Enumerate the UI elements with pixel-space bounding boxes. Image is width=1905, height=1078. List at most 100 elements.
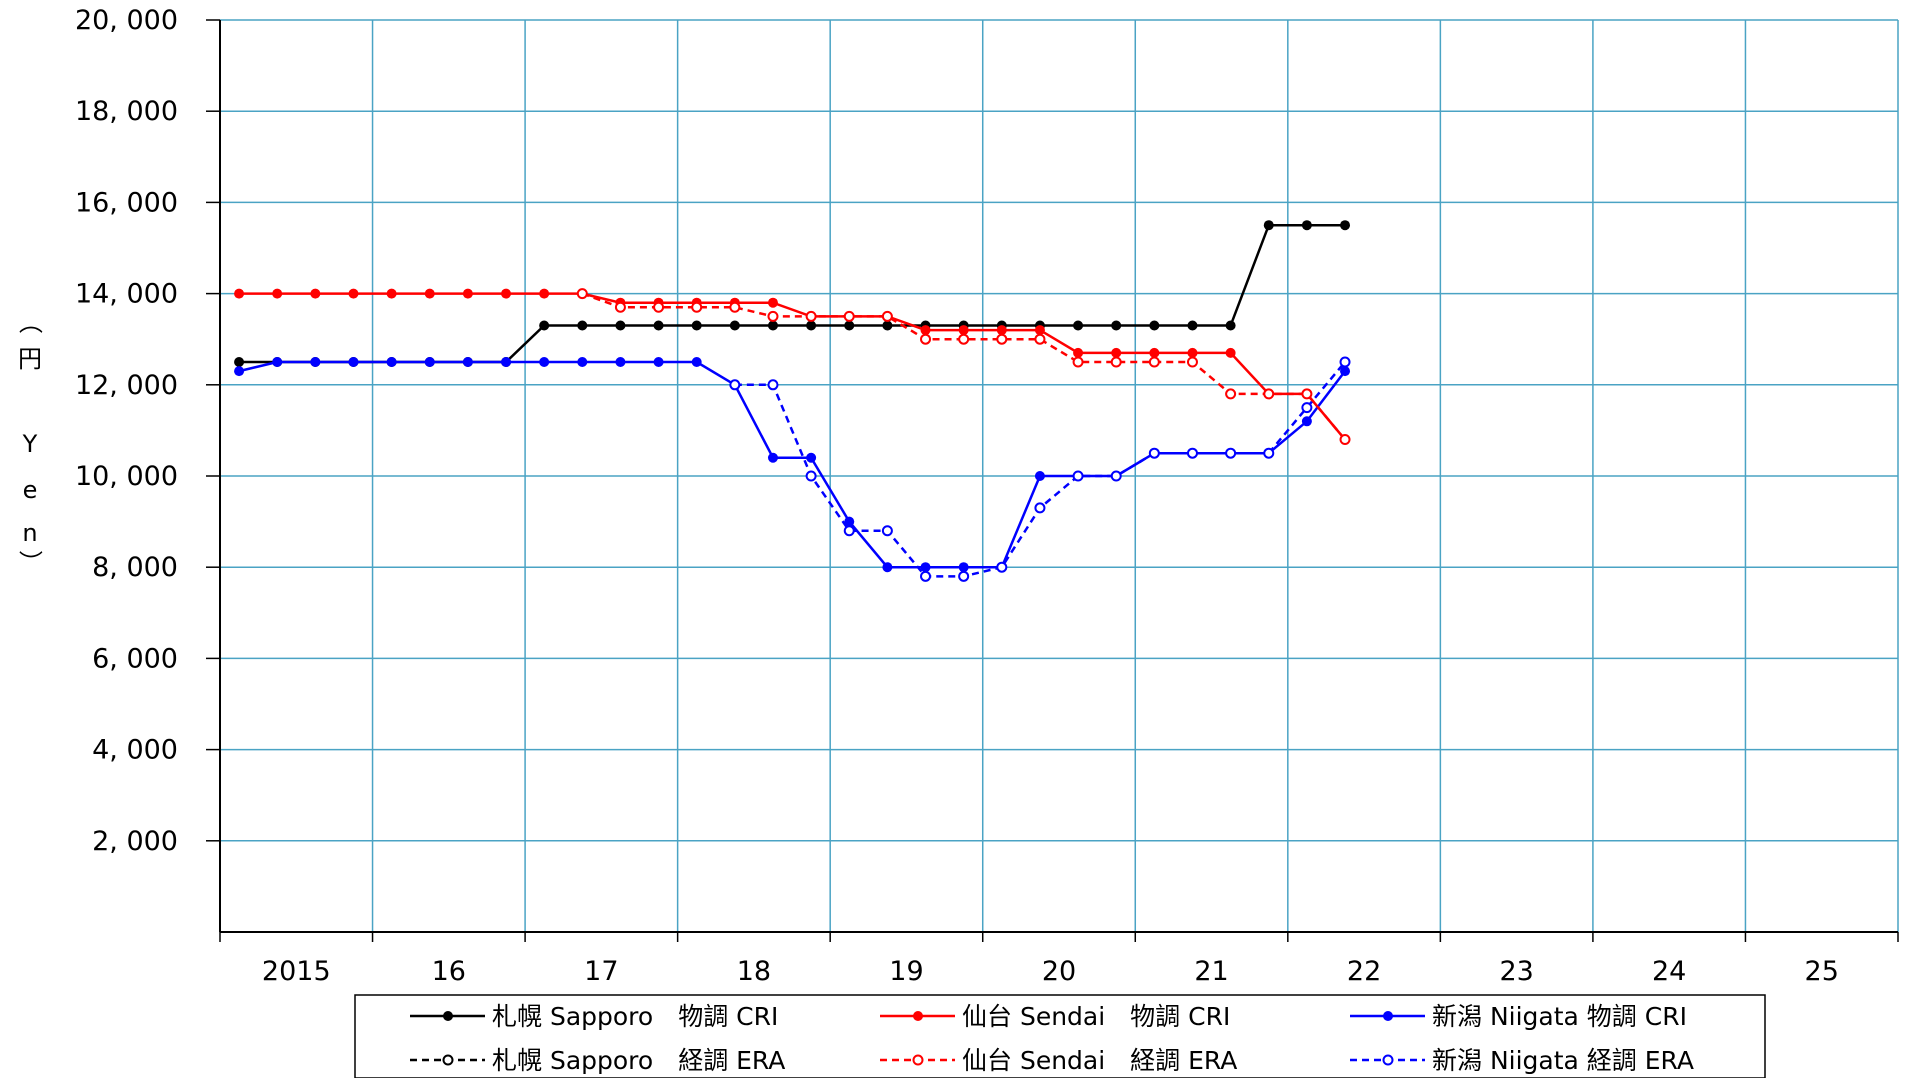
data-point bbox=[958, 325, 969, 336]
series-line bbox=[238, 360, 1347, 569]
data-point bbox=[1110, 470, 1122, 482]
data-point bbox=[729, 379, 741, 391]
data-point bbox=[691, 301, 703, 313]
data-point bbox=[653, 320, 664, 331]
data-point bbox=[767, 452, 778, 463]
data-point bbox=[348, 357, 359, 367]
data-point bbox=[920, 325, 931, 336]
legend-swatch-marker bbox=[443, 1011, 453, 1021]
data-point bbox=[1111, 347, 1122, 358]
data-point bbox=[1034, 333, 1046, 345]
legend-label: 仙台 Sendai 物調 CRI bbox=[962, 1002, 1230, 1031]
data-point bbox=[844, 320, 855, 331]
data-point bbox=[615, 320, 626, 331]
x-tick-label: 16 bbox=[432, 956, 466, 987]
data-point bbox=[920, 570, 932, 582]
data-point bbox=[1187, 320, 1198, 331]
data-point bbox=[806, 452, 817, 463]
data-point bbox=[920, 333, 932, 345]
data-point bbox=[767, 297, 778, 308]
data-point bbox=[310, 357, 321, 367]
data-point bbox=[1340, 366, 1351, 377]
data-point bbox=[1034, 502, 1046, 514]
y-axis-label: （ 円 Yen ） bbox=[16, 310, 44, 574]
x-tick-label: 25 bbox=[1805, 956, 1839, 987]
data-point bbox=[310, 288, 321, 299]
data-point bbox=[1148, 447, 1160, 459]
data-point bbox=[234, 357, 245, 367]
legend-swatch-marker bbox=[1383, 1011, 1393, 1021]
data-point bbox=[767, 310, 779, 322]
y-axis-label-char: ） bbox=[16, 550, 44, 574]
data-point bbox=[614, 301, 626, 313]
data-point bbox=[1225, 320, 1236, 331]
data-point bbox=[653, 301, 665, 313]
data-point bbox=[996, 325, 1007, 336]
data-point bbox=[576, 288, 588, 300]
x-tick-label: 19 bbox=[889, 956, 923, 987]
y-axis-label-char: Y bbox=[22, 430, 38, 458]
y-tick-label: 16, 000 bbox=[75, 187, 178, 218]
data-point bbox=[1225, 347, 1236, 358]
y-tick-label: 8, 000 bbox=[92, 552, 178, 583]
data-point bbox=[1339, 356, 1351, 368]
y-tick-label: 18, 000 bbox=[75, 96, 178, 127]
x-tick-label: 2015 bbox=[262, 956, 331, 987]
legend-swatch-marker bbox=[1382, 1054, 1394, 1066]
data-point bbox=[1186, 447, 1198, 459]
data-point bbox=[843, 310, 855, 322]
data-point bbox=[958, 570, 970, 582]
data-point bbox=[577, 357, 588, 367]
data-point bbox=[539, 357, 550, 367]
data-point bbox=[958, 333, 970, 345]
data-point bbox=[729, 301, 741, 313]
data-point bbox=[1301, 402, 1313, 414]
data-point bbox=[691, 320, 702, 331]
series-layer bbox=[234, 220, 1351, 582]
data-point bbox=[767, 320, 778, 331]
y-tick-label: 2, 000 bbox=[92, 826, 178, 857]
legend-swatch-marker bbox=[912, 1054, 924, 1066]
legend-item: 札幌 Sapporo 経調 ERA bbox=[410, 1046, 785, 1075]
data-point bbox=[805, 470, 817, 482]
series-group bbox=[234, 220, 1351, 367]
legend-item: 仙台 Sendai 経調 ERA bbox=[880, 1046, 1237, 1075]
x-tick-label: 22 bbox=[1347, 956, 1381, 987]
data-point bbox=[805, 310, 817, 322]
data-point bbox=[1263, 220, 1274, 231]
data-point bbox=[881, 310, 893, 322]
legend-box bbox=[354, 994, 1766, 1078]
data-point bbox=[1072, 356, 1084, 368]
data-point bbox=[1148, 356, 1160, 368]
y-axis-label-char: e bbox=[23, 476, 38, 504]
data-point bbox=[996, 561, 1008, 573]
data-point bbox=[234, 366, 245, 377]
data-point bbox=[1034, 471, 1045, 481]
data-point bbox=[272, 288, 283, 299]
data-point bbox=[882, 562, 893, 573]
data-point bbox=[539, 288, 550, 299]
data-point bbox=[501, 357, 512, 367]
data-point bbox=[234, 288, 245, 299]
y-axis-ticks: 2, 000 4, 000 6, 000 8, 000 10, 000 12, 000 14… bbox=[75, 5, 220, 857]
legend-item: 新潟 Niigata 物調 CRI bbox=[1350, 1002, 1687, 1031]
x-tick-label: 18 bbox=[737, 956, 771, 987]
y-tick-label: 4, 000 bbox=[92, 735, 178, 766]
data-point bbox=[1225, 388, 1237, 400]
data-point bbox=[1263, 447, 1275, 459]
y-axis-label-char: 円 bbox=[18, 345, 42, 373]
data-point bbox=[1073, 347, 1084, 358]
data-point bbox=[424, 288, 435, 299]
legend-label: 札幌 Sapporo 経調 ERA bbox=[492, 1046, 785, 1075]
x-tick-label: 24 bbox=[1652, 956, 1686, 987]
data-point bbox=[1339, 434, 1351, 446]
data-point bbox=[462, 288, 473, 299]
series-group bbox=[576, 288, 1351, 446]
data-point bbox=[920, 562, 931, 573]
legend: 札幌 Sapporo 物調 CRI 仙台 Sendai 物調 CRI 新潟 Niig… bbox=[354, 994, 1766, 1078]
data-point bbox=[691, 357, 702, 367]
legend-item: 新潟 Niigata 経調 ERA bbox=[1350, 1046, 1694, 1075]
y-axis-label-char: n bbox=[22, 519, 37, 547]
